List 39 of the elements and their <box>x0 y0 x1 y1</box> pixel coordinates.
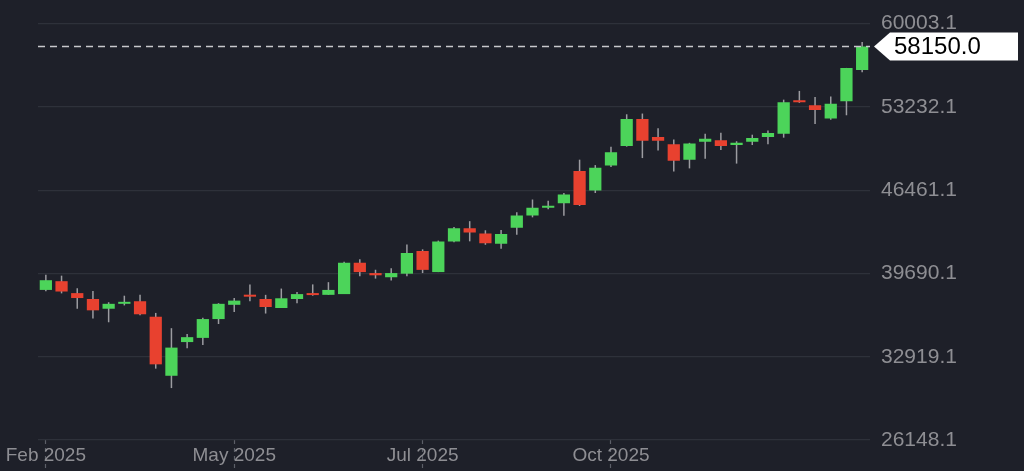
candlestick <box>761 129 775 145</box>
y-tick-label: 32919.1 <box>881 343 957 367</box>
candlestick <box>71 287 84 310</box>
x-tick-label: Oct 2025 <box>572 443 650 465</box>
candlestick <box>636 112 649 159</box>
candlestick <box>510 211 523 236</box>
candlestick <box>212 302 225 325</box>
y-tick-label: 46461.1 <box>881 176 957 200</box>
candlestick <box>400 243 414 278</box>
candlestick <box>228 297 241 313</box>
candlestick <box>667 138 680 173</box>
candlestick <box>463 220 476 243</box>
x-tick-label: May 2025 <box>192 443 276 465</box>
candlestick <box>259 294 272 315</box>
candlestick <box>133 294 147 317</box>
candlestick <box>730 140 743 165</box>
candlestick <box>494 229 508 250</box>
candlestick <box>86 290 100 320</box>
candlestick <box>557 192 571 217</box>
candlestick <box>856 41 869 73</box>
candlestick <box>102 301 115 324</box>
x-tick-label: Jul 2025 <box>386 443 459 465</box>
candlestick <box>542 200 555 210</box>
y-tick-label: 39690.1 <box>881 260 957 284</box>
ref-line-label: 58150.0 <box>894 32 981 60</box>
candlestick <box>196 316 209 346</box>
candlestick <box>683 142 696 170</box>
x-tick-label: Feb 2025 <box>5 443 86 465</box>
y-tick-label: 53232.1 <box>881 93 957 117</box>
y-tick-label: 60003.1 <box>881 10 957 34</box>
candlestick <box>604 145 618 168</box>
candlestick <box>416 248 429 274</box>
candlestick <box>699 132 712 160</box>
candlestick <box>808 96 822 125</box>
candlestick <box>589 164 602 194</box>
y-tick-label: 26148.1 <box>881 426 957 450</box>
candlestick <box>824 95 837 121</box>
candlestick <box>243 283 257 302</box>
candlestick <box>651 127 665 152</box>
